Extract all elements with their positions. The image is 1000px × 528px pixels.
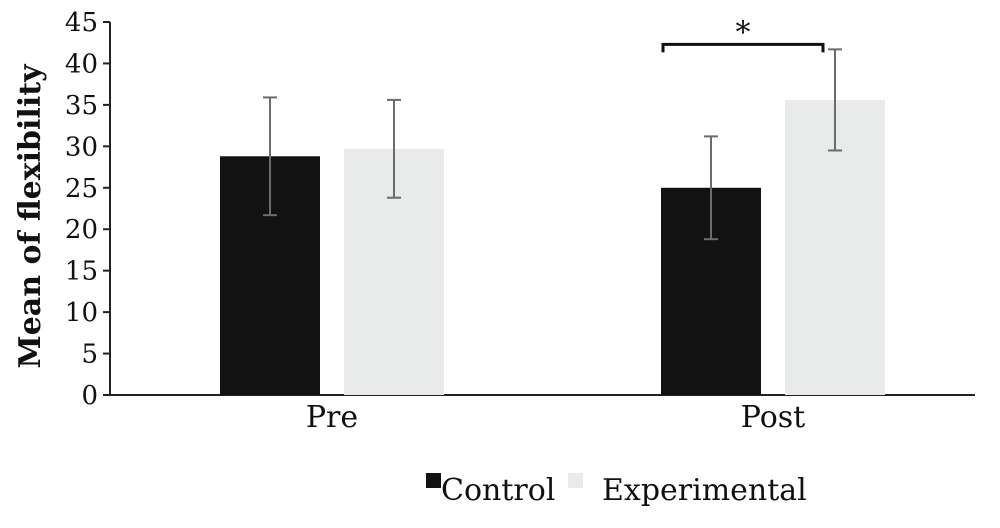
y-tick-label: 10 bbox=[65, 298, 98, 328]
bars bbox=[220, 99, 885, 395]
y-tick-label: 30 bbox=[65, 132, 98, 162]
legend: Control Experimental bbox=[426, 473, 807, 508]
legend-label-control: Control bbox=[441, 473, 555, 508]
legend-swatch-experimental bbox=[568, 473, 583, 488]
x-axis: Pre Post bbox=[110, 394, 975, 435]
y-tick-label: 45 bbox=[65, 8, 98, 38]
y-axis-title: Mean of flexibility bbox=[13, 63, 48, 369]
y-tick-label: 0 bbox=[81, 381, 98, 411]
legend-label-experimental: Experimental bbox=[602, 473, 807, 508]
y-axis: 0 5 10 15 20 25 30 35 40 45 Mean of flexibility bbox=[13, 8, 111, 411]
y-tick-label: 40 bbox=[65, 49, 98, 79]
y-tick-label: 25 bbox=[65, 174, 98, 204]
significance-bracket bbox=[661, 42, 825, 53]
y-tick-label: 5 bbox=[81, 340, 98, 370]
significance-annotation: * bbox=[661, 15, 825, 53]
y-tick-label: 35 bbox=[65, 91, 98, 121]
x-tick-label: Post bbox=[741, 400, 805, 435]
y-tick-label: 15 bbox=[65, 257, 98, 287]
significance-star: * bbox=[736, 15, 751, 50]
y-tick-label: 20 bbox=[65, 215, 98, 245]
legend-swatch-control bbox=[426, 473, 441, 488]
x-tick-label: Pre bbox=[306, 400, 358, 435]
error-bars bbox=[263, 48, 842, 241]
